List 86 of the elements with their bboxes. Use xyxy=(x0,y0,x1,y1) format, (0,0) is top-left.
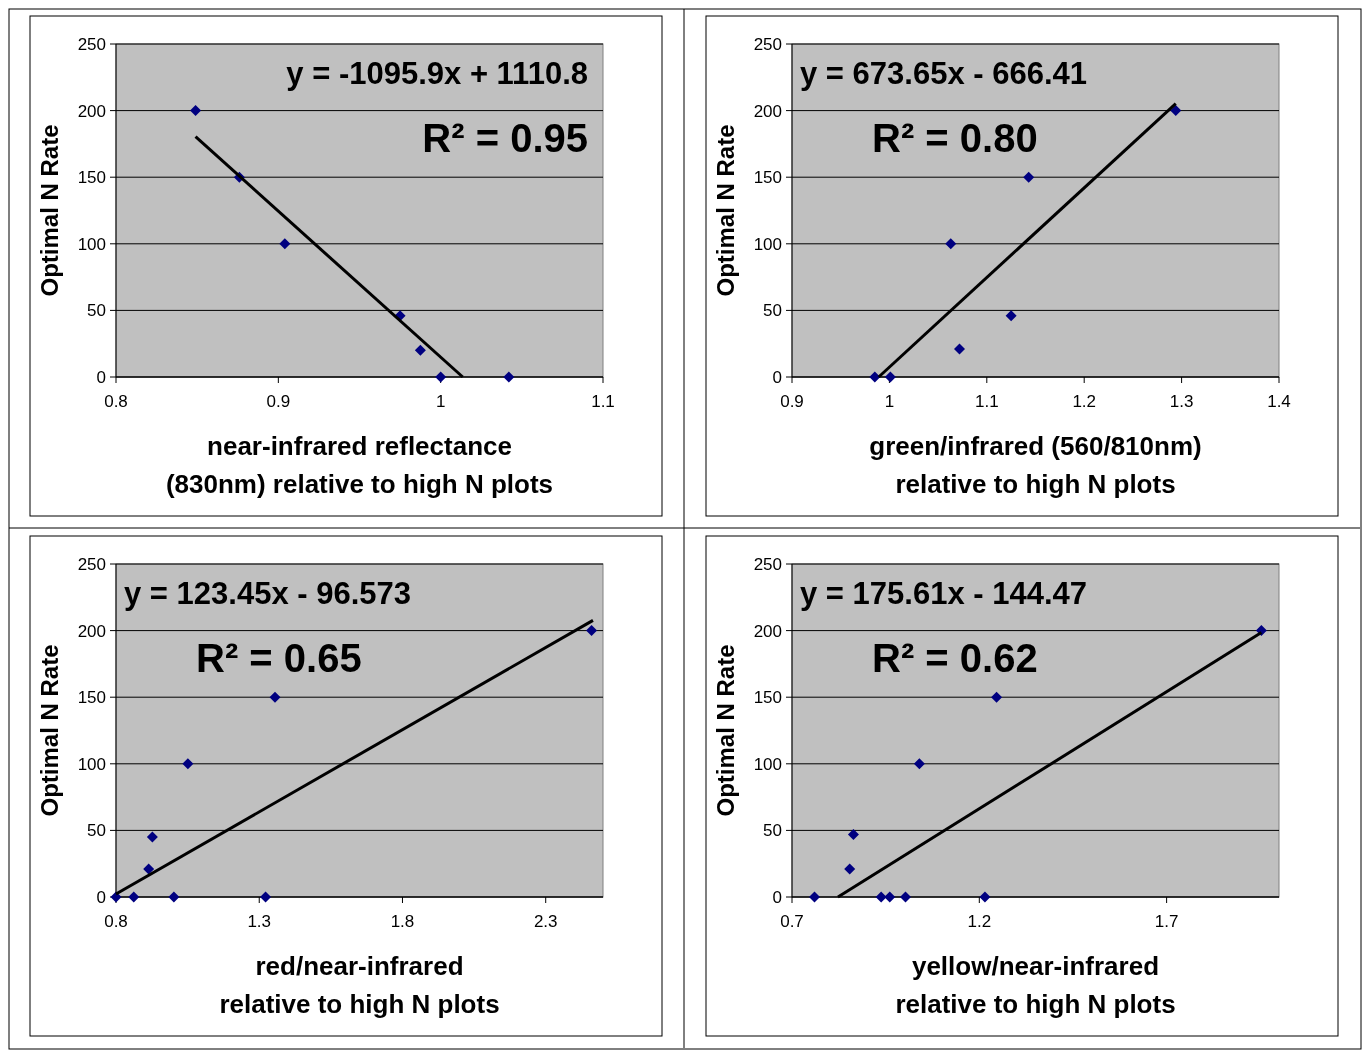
y-axis-title: Optimal N Rate xyxy=(36,124,63,297)
annotation: R² = 0.65 xyxy=(196,636,362,680)
y-tick-label: 200 xyxy=(753,101,782,121)
point xyxy=(991,691,1003,703)
point xyxy=(808,891,820,903)
x-axis-title: near-infrared reflectance (830nm) relative to high N plots xyxy=(165,431,554,499)
y-tick-label: 50 xyxy=(763,301,782,321)
y-tick-label: 250 xyxy=(753,554,782,574)
y-tick-label: 150 xyxy=(753,168,782,188)
y-tick-label: 250 xyxy=(753,34,782,54)
point xyxy=(586,625,598,637)
y-tick-label: 100 xyxy=(77,234,106,254)
y-tick-label: 150 xyxy=(77,688,106,708)
y-tick-label: 250 xyxy=(77,554,106,574)
point xyxy=(414,344,426,356)
annotation: y = 123.45x - 96.573 xyxy=(124,576,411,611)
x-tick-label: 1.2 xyxy=(1072,392,1097,411)
x-tick-label: 1.1 xyxy=(591,392,615,411)
point xyxy=(279,238,291,250)
y-tick-label: 150 xyxy=(753,688,782,708)
point xyxy=(954,343,966,355)
annotation: y = 673.65x - 666.41 xyxy=(800,56,1087,91)
annotation: R² = 0.62 xyxy=(872,636,1038,680)
point xyxy=(847,828,859,840)
x-tick-label: 0.7 xyxy=(780,912,804,931)
annotation: R² = 0.95 xyxy=(422,116,588,160)
x-axis-title: green/infrared (560/810nm) relative to high N plots xyxy=(869,431,1202,499)
point xyxy=(146,831,158,843)
x-tick-label: 0.8 xyxy=(104,912,128,931)
point xyxy=(844,863,856,875)
point xyxy=(979,891,991,903)
point xyxy=(945,238,957,250)
y-tick-label: 0 xyxy=(772,367,782,387)
x-tick-label: 1.8 xyxy=(390,912,415,931)
point xyxy=(884,371,896,383)
point xyxy=(884,891,896,903)
point xyxy=(1023,171,1035,183)
y-tick-label: 100 xyxy=(753,234,782,254)
point xyxy=(875,891,887,903)
y-tick-label: 50 xyxy=(87,301,106,321)
x-tick-label: 2.3 xyxy=(533,912,558,931)
annotation: y = -1095.9x + 1110.8 xyxy=(286,56,588,91)
point xyxy=(182,758,194,770)
point xyxy=(128,891,140,903)
point xyxy=(503,371,515,383)
point xyxy=(913,758,925,770)
y-tick-label: 200 xyxy=(77,101,106,121)
y-tick-label: 250 xyxy=(77,34,106,54)
x-tick-label: 0.8 xyxy=(104,392,128,411)
y-tick-label: 0 xyxy=(772,887,782,907)
point xyxy=(269,691,281,703)
y-tick-label: 200 xyxy=(753,621,782,641)
annotation: R² = 0.80 xyxy=(872,116,1038,160)
point xyxy=(1170,105,1182,117)
y-tick-label: 50 xyxy=(763,821,782,841)
x-tick-label: 1 xyxy=(884,392,895,411)
x-tick-label: 0.9 xyxy=(266,392,291,411)
point xyxy=(1005,310,1017,322)
y-tick-label: 200 xyxy=(77,621,106,641)
y-axis-title: Optimal N Rate xyxy=(712,644,739,817)
y-tick-label: 0 xyxy=(96,887,106,907)
x-tick-label: 1.1 xyxy=(974,392,999,411)
y-axis-title: Optimal N Rate xyxy=(712,124,739,297)
x-tick-label: 1.7 xyxy=(1154,912,1179,931)
point xyxy=(190,105,202,117)
x-axis-title: red/near-infrared relative to high N plots xyxy=(219,951,500,1019)
x-tick-label: 1.2 xyxy=(967,912,992,931)
point xyxy=(260,891,272,903)
y-tick-label: 50 xyxy=(87,821,106,841)
x-tick-label: 1.4 xyxy=(1267,392,1291,411)
y-axis-title: Optimal N Rate xyxy=(36,644,63,817)
y-tick-label: 0 xyxy=(96,367,106,387)
y-tick-label: 100 xyxy=(77,754,106,774)
x-tick-label: 1.3 xyxy=(1169,392,1194,411)
point xyxy=(435,371,447,383)
x-tick-label: 0.9 xyxy=(780,392,804,411)
y-tick-label: 150 xyxy=(77,168,106,188)
point xyxy=(900,891,912,903)
annotation: y = 175.61x - 144.47 xyxy=(800,576,1087,611)
point xyxy=(869,371,881,383)
x-tick-label: 1 xyxy=(435,392,446,411)
x-tick-label: 1.3 xyxy=(247,912,272,931)
x-axis-title: yellow/near-infrared relative to high N plots xyxy=(895,951,1176,1019)
y-tick-label: 100 xyxy=(753,754,782,774)
point xyxy=(143,863,155,875)
point xyxy=(168,891,180,903)
